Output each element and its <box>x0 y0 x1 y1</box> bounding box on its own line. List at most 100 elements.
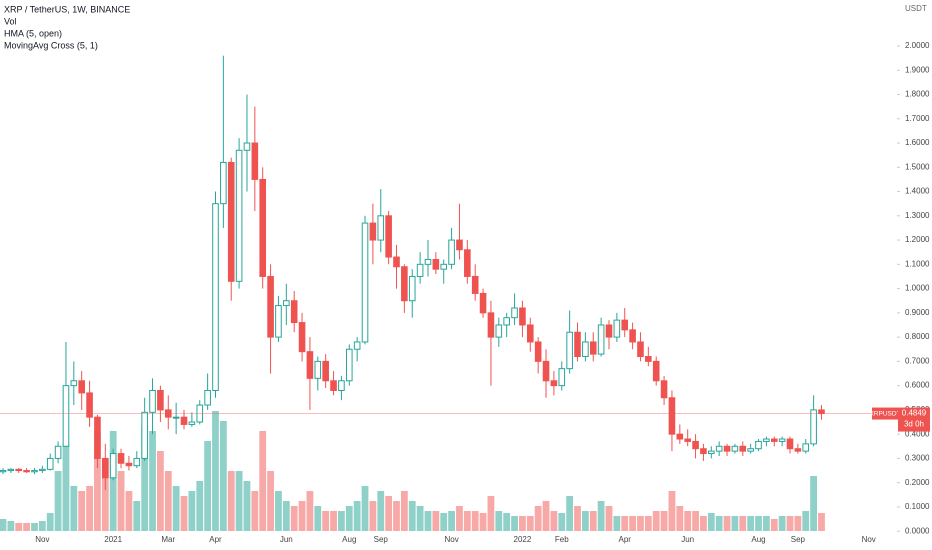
candle-body <box>330 380 337 391</box>
candle-body <box>794 448 802 452</box>
volume-bar <box>101 461 109 531</box>
volume-bar <box>361 486 369 531</box>
volume-bar <box>314 506 322 531</box>
volume-bar <box>416 506 424 531</box>
candle-body <box>503 317 510 326</box>
y-tick-label: 0.2000 <box>905 478 930 487</box>
candle-body <box>456 239 463 251</box>
candle-body <box>227 161 235 282</box>
candle-body <box>125 462 133 467</box>
candle-body <box>526 324 534 343</box>
x-tick-label: Sep <box>374 535 389 544</box>
volume-bar <box>172 486 180 531</box>
candle-body <box>23 470 30 473</box>
volume-bar <box>448 511 455 531</box>
volume-bar <box>393 501 400 531</box>
candle-body <box>39 468 46 472</box>
indicator-label: HMA (5, open) <box>4 28 62 38</box>
chart-title: XRP / TetherUS, 1W, BINANCE <box>4 4 130 14</box>
candle-body <box>251 142 259 180</box>
volume-bar <box>54 471 62 531</box>
candle-body <box>645 356 652 362</box>
candle-body <box>660 380 668 399</box>
candle-body <box>180 416 188 425</box>
volume-bar <box>810 476 818 531</box>
y-tick-label: 1.4000 <box>905 187 930 196</box>
candle-body <box>62 385 70 447</box>
candle-body <box>471 275 479 294</box>
volume-bar <box>731 516 739 531</box>
volume-bar <box>739 516 747 531</box>
volume-bar <box>794 516 802 531</box>
volume-bar <box>581 511 589 531</box>
volume-bar <box>141 426 149 531</box>
candle-body <box>558 368 566 387</box>
volume-bar <box>322 511 330 531</box>
candle-body <box>786 438 794 450</box>
y-tick-label: 0.7000 <box>905 356 930 365</box>
candle-body <box>676 433 684 440</box>
volume-bar <box>259 431 267 531</box>
volume-bar <box>597 501 605 531</box>
volume-bar <box>377 491 385 531</box>
candle-body <box>810 409 817 445</box>
candle-body <box>424 258 432 265</box>
volume-bar <box>369 501 377 531</box>
candle-body <box>802 443 810 452</box>
volume-bar <box>589 511 597 531</box>
volume-bar <box>487 496 495 531</box>
volume-bar <box>212 411 219 531</box>
volume-bar <box>94 431 101 531</box>
y-tick-label: 0.4000 <box>905 429 930 438</box>
candle-body <box>141 411 148 459</box>
volume-bar <box>613 516 621 531</box>
candle-body <box>778 438 786 442</box>
candle-body <box>54 445 62 459</box>
candle-body <box>582 341 589 358</box>
candle-body <box>188 421 196 425</box>
y-tick-label: 0.1000 <box>905 502 930 511</box>
volume-bar <box>62 443 70 531</box>
volume-bar <box>219 421 227 531</box>
candle-body <box>747 448 754 452</box>
candle-body <box>275 305 282 338</box>
x-tick-label: 2021 <box>104 535 122 544</box>
volume-bar <box>204 441 212 531</box>
candle-body <box>566 331 573 370</box>
candle-body <box>550 380 558 387</box>
volume-bar <box>157 451 164 531</box>
candle-body <box>401 266 408 302</box>
volume-bar <box>227 471 235 531</box>
candle-body <box>629 329 636 343</box>
candle-body <box>377 215 385 241</box>
candle-body <box>715 445 723 452</box>
volume-bar <box>282 501 290 531</box>
volume-bar <box>542 501 550 531</box>
volume-bar <box>86 486 93 531</box>
y-tick-label: 0.8000 <box>905 332 930 341</box>
candle-body <box>259 178 267 277</box>
volume-bar <box>707 513 715 531</box>
volume-bar <box>196 481 204 531</box>
candle-body <box>542 360 550 382</box>
candle-body <box>322 360 329 382</box>
volume-bar <box>692 511 699 531</box>
candle-body <box>637 341 644 358</box>
candle-body <box>723 445 731 452</box>
candle-body <box>283 300 290 307</box>
candle-body <box>117 453 125 464</box>
volume-bar <box>125 491 133 531</box>
x-tick-label: Nov <box>444 535 458 544</box>
x-tick-label: 2022 <box>514 535 532 544</box>
candle-body <box>692 440 699 450</box>
candle-body <box>708 450 715 455</box>
candle-body <box>157 389 164 411</box>
candle-body <box>133 457 141 467</box>
candle-body <box>464 249 471 277</box>
candle-body <box>306 351 314 379</box>
candle-body <box>416 263 424 277</box>
volume-bar <box>605 506 613 531</box>
volume-bar <box>164 471 172 531</box>
y-tick-label: 0.3000 <box>905 454 930 463</box>
